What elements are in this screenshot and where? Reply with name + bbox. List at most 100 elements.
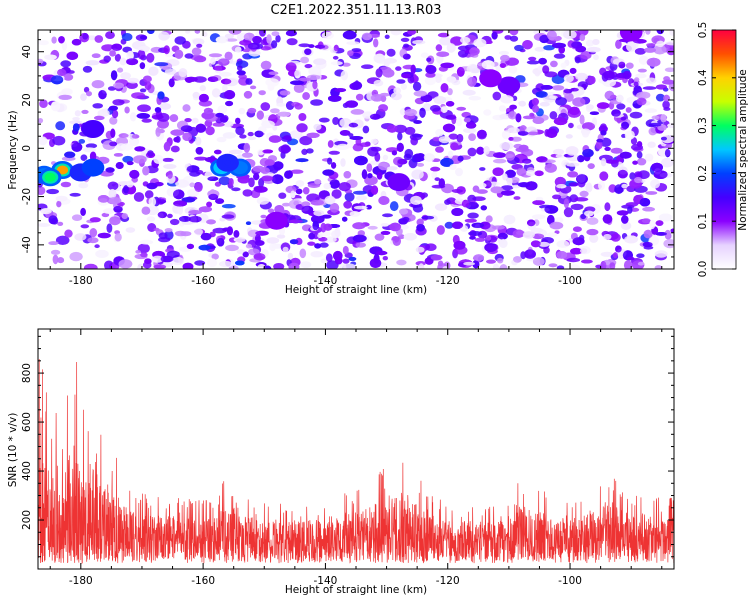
heatmap-cell (286, 38, 298, 46)
heatmap-cell (516, 167, 527, 177)
heatmap-cell (534, 46, 546, 52)
heatmap-cell (501, 190, 515, 196)
heatmap-feature (395, 179, 403, 185)
heatmap-cell (412, 81, 422, 92)
heatmap-cell (194, 30, 201, 34)
heatmap-cell (569, 264, 581, 269)
heatmap-cell (95, 249, 109, 258)
heatmap-cell (552, 194, 562, 200)
heatmap-cell (299, 248, 307, 259)
heatmap-cell (38, 223, 51, 227)
heatmap-cell (184, 53, 194, 59)
heatmap-cell (570, 87, 579, 92)
heatmap-cell (508, 137, 514, 141)
heatmap-cell (542, 65, 550, 74)
heatmap-cell (83, 147, 97, 153)
heatmap-cell (131, 92, 146, 99)
heatmap-cell (92, 103, 103, 109)
heatmap-cell (485, 235, 492, 241)
heatmap-cell (553, 117, 568, 126)
heatmap-cell (419, 107, 426, 118)
heatmap-cell (430, 166, 441, 172)
heatmap-cell (610, 147, 623, 154)
heatmap-cell (485, 215, 493, 223)
heatmap-cell (339, 118, 352, 128)
heatmap-cell (355, 93, 364, 101)
heatmap-cell (549, 221, 564, 230)
heatmap-feature (59, 167, 66, 173)
heatmap-cell (389, 201, 399, 212)
heatmap-cell (548, 263, 558, 268)
heatmap-cell (498, 50, 510, 56)
heatmap-cell (235, 117, 241, 125)
heatmap-cell (148, 197, 157, 207)
heatmap-cell (138, 46, 151, 51)
heatmap-cell (216, 136, 227, 143)
heatmap-cell (278, 192, 287, 199)
heatmap-cell (147, 30, 155, 34)
heatmap-cell (403, 233, 417, 241)
heatmap-cell (60, 60, 72, 68)
heatmap-cell (218, 176, 231, 186)
heatmap-cell (293, 83, 305, 93)
heatmap-cell (157, 119, 169, 129)
heatmap-cell (547, 214, 555, 225)
heatmap-cell (589, 234, 599, 243)
heatmap-cell (549, 111, 558, 120)
heatmap-cell (245, 243, 253, 249)
heatmap-cell (253, 173, 260, 181)
colorbar-tick-label: 0.0 (697, 261, 709, 278)
heatmap-cell (525, 170, 536, 176)
heatmap-cell (379, 92, 390, 97)
heatmap-cell (473, 38, 487, 48)
heatmap-cell (278, 145, 292, 154)
heatmap-cell (290, 80, 304, 85)
heatmap-cell (584, 210, 594, 217)
heatmap-cell (224, 51, 233, 61)
heatmap-cell (378, 104, 389, 112)
heatmap-cell (80, 224, 90, 229)
heatmap-cell (252, 35, 262, 44)
heatmap-feature (236, 165, 244, 171)
heatmap-cell (397, 158, 408, 165)
heatmap-cell (177, 204, 184, 215)
heatmap-cell (348, 256, 357, 261)
heatmap-cell (330, 61, 343, 66)
heatmap-cell (105, 167, 115, 173)
heatmap-cell (655, 232, 667, 236)
heatmap-cell (123, 185, 129, 194)
heatmap-cell (329, 202, 340, 213)
heatmap-cell (276, 234, 286, 239)
heatmap-cell (411, 133, 424, 138)
heatmap-cell (275, 34, 281, 43)
heatmap-cell (507, 111, 518, 120)
heatmap-cell (171, 256, 185, 266)
heatmap-cell (384, 34, 390, 39)
heatmap-x-tick-label: -120 (436, 275, 460, 287)
snr-x-tick-label: -140 (314, 575, 338, 587)
heatmap-cell (322, 169, 335, 176)
heatmap-cell (486, 259, 496, 264)
heatmap-cell (457, 155, 464, 162)
heatmap-cell (134, 146, 146, 152)
heatmap-cell (492, 263, 500, 269)
heatmap-cell (361, 169, 368, 180)
heatmap-cell (396, 259, 407, 266)
heatmap-cell (421, 215, 435, 220)
heatmap-cell (174, 36, 186, 45)
heatmap-cell (532, 117, 545, 124)
heatmap-cell (493, 152, 506, 158)
heatmap-cell (501, 130, 511, 140)
heatmap-cell (48, 241, 59, 246)
heatmap-cell (323, 183, 331, 190)
heatmap-cell (260, 60, 272, 70)
heatmap-cell (163, 141, 171, 152)
heatmap-cell (633, 81, 639, 87)
heatmap-cell (635, 73, 647, 79)
heatmap-cell (416, 224, 425, 232)
heatmap-cell (151, 255, 164, 263)
heatmap-cell (588, 76, 596, 85)
snr-y-label: SNR (10 * v/v) (7, 413, 19, 488)
heatmap-cell (485, 40, 493, 44)
heatmap-cell (60, 181, 72, 188)
